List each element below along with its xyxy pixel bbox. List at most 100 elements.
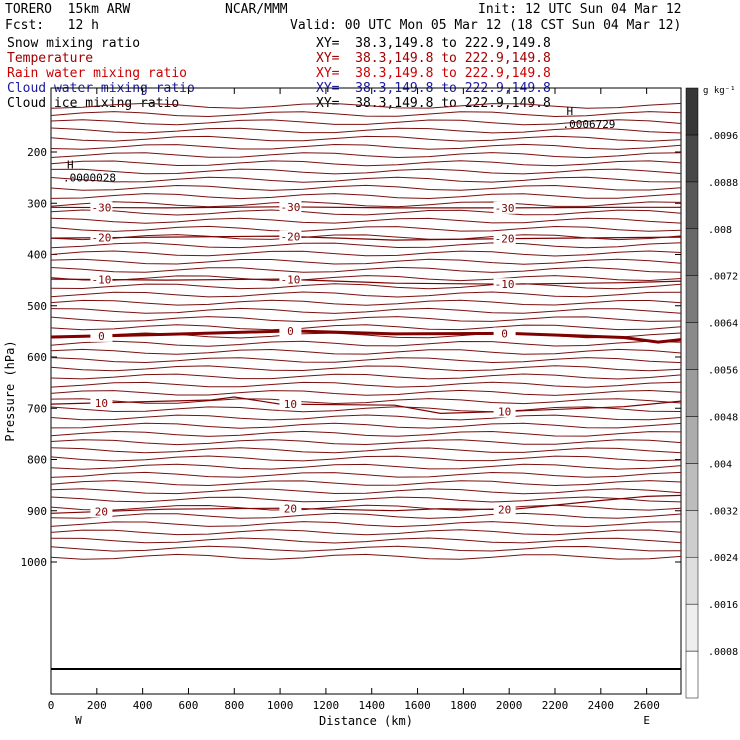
contour-label: -30 [91, 202, 111, 215]
field-name: Temperature [7, 51, 94, 66]
temperature-contour [50, 488, 682, 495]
contour-label: 20 [284, 502, 297, 515]
temperature-contour [50, 529, 682, 536]
y-tick-label: 900 [27, 505, 47, 518]
temperature-contour [50, 184, 682, 191]
temperature-contour [50, 512, 682, 519]
temperature-contour [50, 414, 682, 421]
temperature-contour [50, 340, 682, 347]
temperature-contour [50, 447, 682, 454]
x-tick-label: 800 [224, 699, 244, 712]
temperature-contour [50, 455, 682, 462]
colorbar-segment [685, 416, 699, 464]
contour-label-bg [90, 396, 113, 409]
labelled-temperature-contour [50, 206, 681, 209]
colorbar-segment [685, 275, 699, 323]
x-tick-label: 2600 [633, 699, 660, 712]
temperature-contour [50, 111, 682, 118]
temperature-contour [50, 365, 682, 372]
temperature-contour [50, 504, 682, 511]
contour-label-bg [279, 230, 302, 243]
contour-label: -30 [495, 202, 515, 215]
fcst-label: Fcst: 12 h [5, 18, 99, 33]
colorbar-label: .0024 [708, 553, 738, 564]
colorbar-segment [685, 87, 699, 136]
temperature-contour [50, 521, 682, 528]
temperature-contour [50, 471, 682, 478]
colorbar-label: .0064 [708, 319, 738, 330]
x-tick-label: 1400 [358, 699, 385, 712]
temperature-contour [50, 406, 682, 413]
plot-frame [50, 87, 682, 695]
temperature-contour [50, 143, 682, 150]
temperature-contour [50, 439, 682, 446]
high-value: .0006729 [562, 118, 615, 131]
contour-label: 20 [498, 504, 511, 517]
colorbar-label: .008 [708, 225, 732, 236]
labelled-temperature-contour [50, 278, 682, 285]
colorbar-segment [685, 650, 699, 699]
contour-label-bg [493, 201, 516, 214]
colorbar-label: .0056 [708, 366, 738, 377]
x-tick-label: 2200 [542, 699, 569, 712]
contour-label: -30 [280, 201, 300, 214]
high-marker: H [67, 158, 74, 171]
contour-label-bg [493, 503, 516, 516]
temperature-contour [50, 316, 682, 323]
contour-label: 20 [95, 506, 108, 519]
temperature-contour [50, 201, 682, 208]
y-tick-label: 500 [27, 300, 47, 313]
labelled-temperature-contour [50, 396, 682, 415]
temperature-contour [50, 463, 682, 470]
field-xy: XY= 38.3,149.8 to 222.9,149.8 [316, 36, 551, 51]
temperature-contour [50, 480, 682, 487]
temperature-contour [50, 242, 682, 249]
colorbar-label: .0088 [708, 178, 738, 189]
high-marker: H [566, 105, 573, 118]
contour-label-bg [90, 201, 113, 214]
contour-label: 10 [95, 397, 108, 410]
temperature-contour [50, 168, 682, 175]
temperature-contour [50, 299, 682, 306]
contour-label: -10 [495, 278, 515, 291]
temperature-contour [50, 348, 682, 355]
contour-label: -20 [495, 233, 515, 246]
field-xy: XY= 38.3,149.8 to 222.9,149.8 [316, 51, 551, 66]
temperature-contour [50, 160, 682, 167]
temperature-contour [50, 176, 682, 183]
temperature-contour [50, 545, 682, 552]
x-endpoint-left: W [75, 714, 82, 727]
temperature-contour [50, 430, 682, 437]
field-xy: XY= 38.3,149.8 to 222.9,149.8 [316, 66, 551, 81]
temperature-contour [50, 234, 682, 241]
contour-label-bg [90, 273, 113, 286]
contour-label-bg [493, 327, 516, 340]
colorbar-label: .0072 [708, 272, 738, 283]
temperature-contour [50, 193, 682, 200]
contour-label-bg [279, 502, 302, 515]
colorbar-label: .004 [708, 459, 732, 470]
colorbar-label: .0008 [708, 647, 738, 658]
contour-label: 0 [501, 327, 508, 340]
init-label: Init: 12 UTC Sun 04 Mar 12 [478, 2, 682, 17]
temperature-contour [50, 496, 682, 503]
x-tick-label: 1800 [450, 699, 477, 712]
colorbar-segment [685, 556, 699, 605]
temperature-contour [50, 381, 682, 388]
temperature-contour [50, 275, 682, 282]
colorbar-label: .0016 [708, 600, 738, 611]
colorbar-segment [685, 181, 699, 230]
contour-label-bg [90, 231, 113, 244]
contour-label-bg [279, 273, 302, 286]
colorbar-segment [685, 134, 699, 183]
contour-label-bg [90, 505, 113, 518]
contour-label-bg [90, 329, 113, 342]
contour-label: 10 [284, 398, 297, 411]
temperature-contour [50, 266, 682, 273]
x-tick-label: 1200 [313, 699, 340, 712]
x-tick-label: 2000 [496, 699, 523, 712]
colorbar-segment [685, 369, 699, 417]
contour-label: -20 [280, 230, 300, 243]
